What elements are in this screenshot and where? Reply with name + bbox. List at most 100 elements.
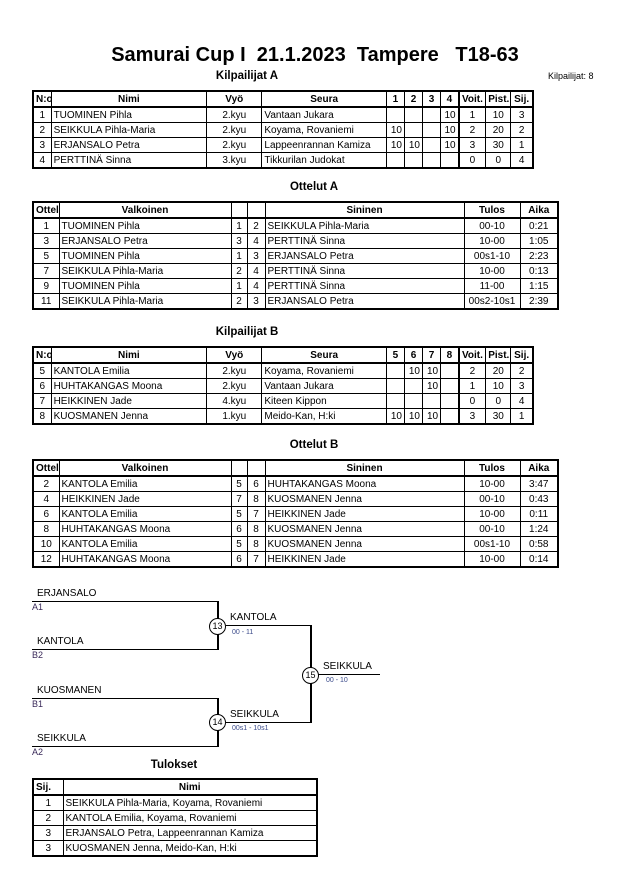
table-cell: 3 [32,137,52,153]
column-header: Ottelu [32,459,60,477]
table-cell: 0 [458,152,487,169]
table-cell: PERTTINÄ Sinna [50,152,208,169]
column-header: Voit. [458,346,487,364]
table-cell: 1 [458,106,487,123]
table-cell [421,152,442,169]
table-cell: Kiteen Kippon [261,393,387,409]
table-row: 12 HUHTAKANGAS Moona 6 7 HEIKKINEN Jade 10-00… [32,551,559,568]
table-cell: 3 [230,233,248,249]
table-row: 3 ERJANSALO Petra 2.kyu Lappeenrannan Kamiz… [32,137,534,153]
table-cell [440,408,460,425]
table-cell: KUOSMANEN Jenna [264,536,465,552]
table-cell: KUOSMANEN Jenna [50,408,208,425]
table-cell: 20 [485,362,512,379]
column-header: 4 [440,90,460,108]
column-header: Sij. [510,90,534,108]
column-header: Ottelu [32,201,60,219]
table-cell [421,106,442,123]
table-cell: 4 [32,491,60,507]
column-header: Sininen [264,201,465,219]
match-14-score: 00s1 - 10s1 [232,725,269,732]
bracket-seed-2: B2 [32,650,44,660]
table-cell: ERJANSALO Petra [50,137,208,153]
bracket-player-4: SEIKKULA [37,733,86,744]
table-cell: 10-00 [463,506,521,522]
competitor-count: Kilpailijat: 8 [548,71,594,81]
match-15-score: 00 - 10 [326,677,348,684]
table-row: 3 ERJANSALO Petra, Lappeenrannan Kamiza [32,825,318,841]
table-cell: KUOSMANEN Jenna [264,491,465,507]
table-cell: 30 [485,408,512,425]
table-cell: 1 [230,248,248,264]
table-cell: 0 [485,152,512,169]
matches-b-table: OtteluValkoinenSininenTulosAika2KANTOLA … [32,459,559,568]
table-cell: 2 [230,263,248,279]
table-cell: 8 [246,536,266,552]
table-cell [385,106,405,123]
table-cell: 0:13 [519,263,559,279]
table-cell: ERJANSALO Petra [264,248,465,264]
table-cell: 7 [32,263,60,279]
table-row: 9 TUOMINEN Pihla 1 4 PERTTINÄ Sinna 11-00 1:15 [32,278,559,294]
table-cell: 4 [32,152,52,169]
table-cell: HUHTAKANGAS Moona [58,521,232,537]
table-row: 2 SEIKKULA Pihla-Maria 2.kyu Koyama, Rovani… [32,122,534,138]
table-cell: 11-00 [463,278,521,294]
table-cell: PERTTINÄ Sinna [264,263,465,279]
table-cell: TUOMINEN Pihla [58,248,232,264]
table-cell: SEIKKULA Pihla-Maria [50,122,208,138]
table-cell: 1 [32,106,52,123]
matches-a-heading: Ottelut A [289,181,339,193]
table-cell: 3.kyu [206,152,263,169]
table-row: 1 SEIKKULA Pihla-Maria, Koyama, Rovaniemi [32,794,318,811]
table-row: 4 HEIKKINEN Jade 7 8 KUOSMANEN Jenna 00-10 0:4… [32,491,559,507]
table-cell: 6 [230,521,248,537]
column-header: Seura [261,346,387,364]
table-row: 4 PERTTINÄ Sinna 3.kyu Tikkurilan Judokat 0 0… [32,152,534,169]
table-cell: 10 [440,122,460,138]
table-cell: 3 [32,840,64,857]
match-14-winner: SEIKKULA [230,709,279,720]
matches-b-heading: Ottelut B [289,439,339,451]
table-cell: 0:43 [519,491,559,507]
table-cell: Tikkurilan Judokat [261,152,387,169]
table-row: 3 KUOSMANEN Jenna, Meido-Kan, H:ki [32,840,318,857]
table-cell: PERTTINÄ Sinna [264,233,465,249]
table-cell: 6 [32,506,60,522]
table-cell: 10 [440,137,460,153]
table-cell: 00-10 [463,491,521,507]
table-row: 2 KANTOLA Emilia, Koyama, Rovaniemi [32,810,318,826]
table-cell: ERJANSALO Petra, Lappeenrannan Kamiza [62,825,318,841]
table-cell: Vantaan Jukara [261,106,387,123]
table-cell: KANTOLA Emilia [58,506,232,522]
table-cell: 1 [32,217,60,234]
table-cell [403,122,424,138]
table-cell: TUOMINEN Pihla [58,278,232,294]
table-cell: 1:15 [519,278,559,294]
table-cell: 8 [246,521,266,537]
table-cell [403,378,424,394]
bracket-player-2: KANTOLA [37,636,84,647]
table-cell: 7 [246,551,266,568]
match-13-marker: 13 [209,618,226,635]
match-15-marker: 15 [302,667,319,684]
table-cell: 10 [403,137,424,153]
table-cell: SEIKKULA Pihla-Maria [58,263,232,279]
table-cell: 10-00 [463,263,521,279]
table-row: 8 HUHTAKANGAS Moona 6 8 KUOSMANEN Jenna 00-10… [32,521,559,537]
table-cell: 1:24 [519,521,559,537]
table-cell: 3 [32,233,60,249]
table-cell: 5 [32,248,60,264]
table-cell: 2.kyu [206,106,263,123]
table-cell: 2 [246,217,266,234]
column-header: 6 [403,346,424,364]
table-row: 3 ERJANSALO Petra 3 4 PERTTINÄ Sinna 10-00 1:0… [32,233,559,249]
table-row: 1 TUOMINEN Pihla 1 2 SEIKKULA Pihla-Maria 00-… [32,217,559,234]
table-cell: 4 [246,263,266,279]
column-header [246,459,266,477]
results-heading: Tulokset [150,759,198,771]
table-cell: 2 [32,122,52,138]
table-cell: 6 [246,475,266,492]
table-cell: KANTOLA Emilia [58,536,232,552]
